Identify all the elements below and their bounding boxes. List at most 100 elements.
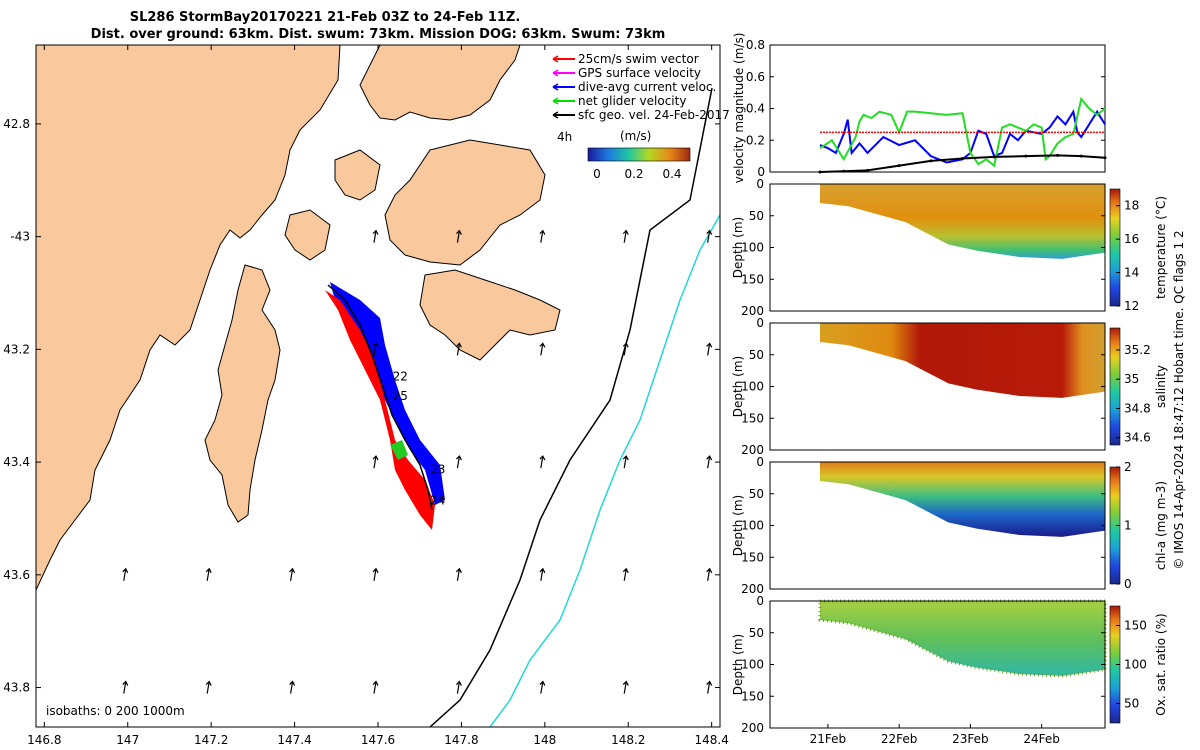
track-blue-vectors: [330, 282, 445, 505]
vel-ytick-label: 0.6: [746, 70, 765, 84]
map-xtick-label: 147.4: [277, 733, 311, 747]
map-axes: 146.8 147 147.2 147.4 147.6 147.8 148 148.2 148.…: [3, 45, 729, 747]
vel-point: [992, 155, 996, 159]
isobath-1000m: [489, 214, 720, 727]
current-arrow: [622, 229, 629, 243]
track-red-vectors: [325, 290, 435, 530]
cbar-tick-label: 18: [1124, 199, 1139, 213]
current-arrow: [622, 680, 629, 694]
depth-ylabel: Depth (m): [731, 634, 745, 695]
depth-tick-label: 200: [741, 443, 764, 457]
track-label: 24: [430, 493, 445, 507]
current-arrow: [205, 680, 212, 694]
temperature-field: [820, 184, 1105, 259]
cbar-tick-label: 34.8: [1124, 401, 1151, 415]
cbar-tick-label: 50: [1124, 697, 1139, 711]
current-arrow-field: [122, 229, 713, 694]
current-arrow: [372, 229, 379, 243]
colorbar-label: salinity: [1154, 365, 1168, 408]
vel-point: [1079, 154, 1083, 158]
map-xtick-label: 146.8: [27, 733, 61, 747]
map-ytick-label: 43.2: [3, 342, 30, 356]
vel-point: [929, 159, 933, 163]
depth-tick-label: 150: [741, 550, 764, 564]
velocity-frame: [769, 44, 1106, 173]
legend-label: GPS surface velocity: [578, 66, 701, 80]
oxygen-field: [820, 601, 1105, 676]
vel-point: [961, 157, 964, 161]
cbar-tick-label: 34.6: [1124, 431, 1151, 445]
time-tick-label: 22Feb: [881, 732, 918, 746]
current-arrow: [622, 567, 629, 581]
cbar-tick-label: 14: [1124, 266, 1139, 280]
current-arrow: [455, 680, 462, 694]
current-arrow: [455, 229, 462, 243]
cbar-tick-label: 35.2: [1124, 343, 1151, 357]
depth-tick-label: 200: [741, 304, 764, 318]
time-label: 4h: [557, 130, 572, 144]
ox-dots: [818, 599, 1107, 678]
colorbar-label: Ox. sat. ratio (%): [1154, 613, 1168, 715]
colorbar-tick-1: 0.2: [624, 167, 643, 181]
colorbar-label: temperature (°C): [1154, 196, 1168, 299]
current-arrow: [706, 455, 713, 469]
legend-arrowhead: [552, 97, 559, 105]
section-chl-a: 0 50 100 150 200 Depth (m) 0 1 2 chl-a (mg m-3): [731, 455, 1168, 596]
depth-tick-label: 0: [756, 177, 764, 191]
cbar-tick-label: 2: [1124, 460, 1132, 474]
track-labels: 22 25 23 24: [393, 369, 446, 507]
current-arrow: [455, 455, 462, 469]
depth-tick-label: 100: [741, 380, 764, 394]
map-ytick-label: 42.8: [3, 117, 30, 131]
section-temperature: 0 50 100 150 200 Depth (m) 12 14 16 18 temperature…: [731, 177, 1168, 318]
current-arrow: [706, 229, 713, 243]
current-arrow: [372, 567, 379, 581]
vel-point: [897, 164, 901, 168]
map-xtick-label: 148.2: [611, 733, 645, 747]
current-arrow: [289, 567, 296, 581]
land-middle: [334, 149, 381, 201]
cbar-tick-label: 12: [1124, 299, 1139, 313]
vel-point: [1103, 156, 1107, 160]
current-arrow: [122, 680, 129, 694]
depth-tick-label: 50: [749, 209, 764, 223]
vel-point: [842, 169, 846, 173]
depth-tick-label: 0: [756, 455, 764, 469]
legend-label: net glider velocity: [578, 94, 686, 108]
track-green-vectors: [390, 440, 408, 460]
legend-arrowhead: [552, 83, 559, 91]
isobaths-label: isobaths: 0 200 1000m: [46, 704, 185, 718]
depth-tick-label: 50: [749, 348, 764, 362]
current-arrow: [706, 680, 713, 694]
map-xtick-label: 148.4: [694, 733, 728, 747]
map-ytick-label: 43.8: [3, 681, 30, 695]
depth-ylabel: Depth (m): [731, 217, 745, 278]
current-arrow: [539, 567, 546, 581]
current-arrow: [539, 229, 546, 243]
legend-label: 25cm/s swim vector: [578, 52, 699, 66]
legend-arrowhead: [552, 55, 559, 63]
track-label: 22: [393, 369, 408, 383]
current-arrow: [622, 455, 629, 469]
current-arrow: [539, 680, 546, 694]
cbar-tick-label: 1: [1124, 519, 1132, 533]
land-north-east: [359, 45, 521, 121]
depth-tick-label: 50: [749, 487, 764, 501]
legend-label: sfc geo. vel. 24-Feb-2017: [578, 108, 730, 122]
depth-tick-label: 200: [741, 721, 764, 735]
colorbar-tick-2: 0.4: [662, 167, 681, 181]
cbar-tick-label: 16: [1124, 232, 1139, 246]
legend-arrowhead: [552, 111, 559, 119]
depth-tick-label: 150: [741, 411, 764, 425]
current-arrow: [205, 567, 212, 581]
velocity-ylabel: velocity magnitude (m/s): [732, 33, 746, 184]
current-arrow: [372, 342, 379, 356]
vel-point: [866, 168, 869, 172]
depth-tick-label: 0: [756, 316, 764, 330]
current-arrow: [539, 455, 546, 469]
vel-point: [818, 170, 822, 174]
vel-ytick-label: 0: [757, 165, 765, 179]
legend-arrowhead: [552, 69, 559, 77]
